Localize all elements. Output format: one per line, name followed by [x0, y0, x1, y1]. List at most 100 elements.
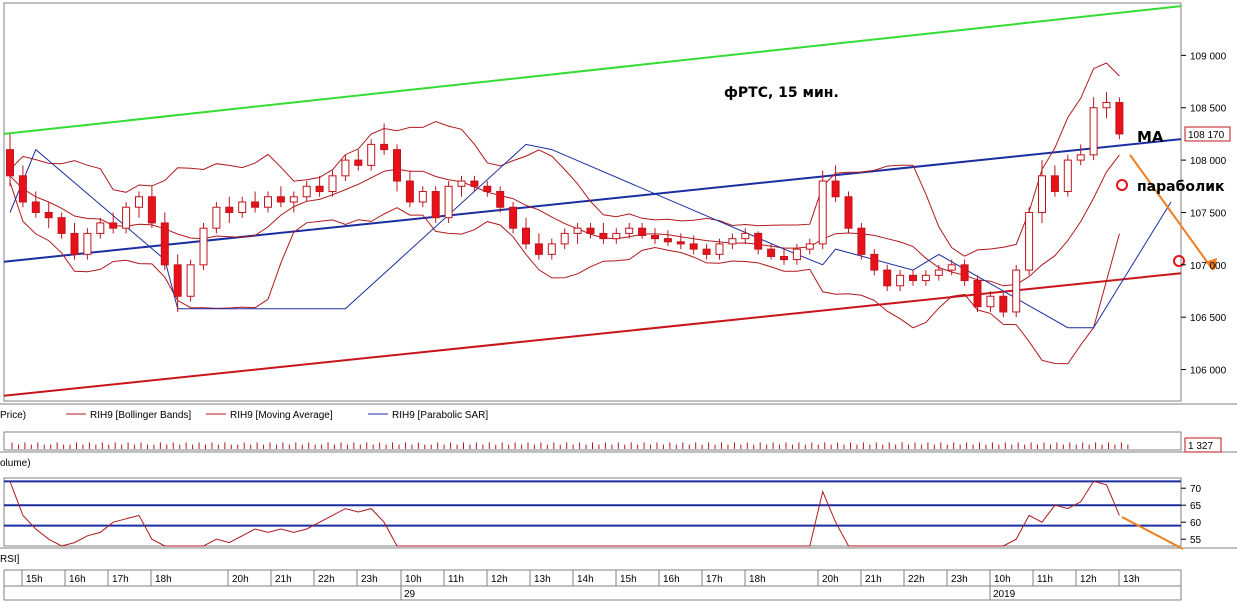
candle-bull	[715, 243, 724, 255]
candle-bear	[883, 269, 892, 287]
candle-bull	[186, 264, 195, 297]
moving-average-line	[9, 154, 1120, 287]
candle-bear	[380, 143, 389, 151]
candle-bear	[405, 180, 414, 203]
candle-bull	[1012, 269, 1021, 313]
candle-bull	[573, 227, 582, 234]
time-hour-label: 21h	[275, 574, 292, 585]
time-hour-label: 12h	[491, 574, 508, 585]
candle-bear	[663, 238, 672, 243]
candle-bear	[18, 175, 27, 203]
rsi-tick-label: 70	[1190, 484, 1202, 495]
time-hour-label: 16h	[69, 574, 86, 585]
price-tick-label: 106 500	[1190, 313, 1227, 324]
parabolic-sar-line	[9, 143, 1172, 329]
price-tick-label: 108 500	[1190, 104, 1227, 115]
candle-bear	[599, 232, 608, 240]
candle-bull	[934, 269, 943, 276]
time-hour-label: 11h	[1037, 574, 1053, 585]
candle-bear	[431, 191, 440, 219]
candle-bull	[1063, 159, 1072, 193]
date-label: 29	[404, 589, 416, 600]
candle-bull	[947, 264, 956, 271]
rsi-forecast-arrow	[1121, 516, 1184, 550]
sar-marker-circle	[1116, 179, 1128, 191]
candle-bull	[199, 227, 208, 266]
candle-bull	[560, 232, 569, 245]
time-hour-label: 18h	[749, 574, 766, 585]
candle-bear	[57, 217, 66, 234]
price-panel-frame	[3, 2, 1182, 402]
candle-bull	[741, 232, 750, 240]
candle-bear	[251, 201, 260, 208]
ma-annotation: MA	[1137, 128, 1164, 146]
rsi-line	[9, 480, 1120, 547]
candle-bull	[921, 274, 930, 282]
rsi-tick-label: 65	[1190, 501, 1202, 512]
time-hour-label: 12h	[1080, 574, 1097, 585]
candle-bull	[986, 295, 995, 308]
candle-bear	[470, 180, 479, 187]
candle-bear	[70, 232, 79, 255]
candle-bear	[393, 149, 401, 182]
time-hour-label: 17h	[706, 574, 723, 585]
candle-bull	[96, 222, 105, 234]
parabolic-annotation: параболик	[1137, 179, 1225, 195]
last-price-tag	[1184, 126, 1231, 142]
time-hour-label: 10h	[994, 574, 1011, 585]
candle-bear	[960, 264, 969, 282]
time-hour-label: 10h	[405, 574, 422, 585]
candle-bull	[457, 180, 466, 187]
price-tick-label: 108 000	[1190, 156, 1227, 167]
candle-bear	[831, 180, 840, 198]
rsi-tick-label: 55	[1190, 535, 1202, 546]
candle-bear	[767, 248, 776, 257]
candle-bear	[651, 235, 659, 240]
chart-title: фРТС, 15 мин.	[724, 85, 839, 101]
candle-bull	[896, 274, 905, 287]
candle-bull	[805, 243, 814, 250]
candle-bear	[534, 243, 543, 255]
rsi-label: RSI]	[0, 554, 20, 565]
candle-bear	[689, 243, 698, 250]
candle-bear	[31, 201, 40, 213]
candle-bull	[444, 185, 453, 219]
candle-bear	[509, 206, 518, 229]
candle-bull	[328, 175, 337, 193]
time-hour-label: 21h	[865, 574, 882, 585]
rsi-tick-label: 60	[1190, 518, 1202, 529]
date-label: 2019	[993, 589, 1016, 600]
candle-bull	[728, 238, 737, 245]
candle-bear	[870, 253, 879, 271]
candle-bull	[547, 243, 556, 255]
time-hour-label: 17h	[112, 574, 129, 585]
candle-bear	[6, 149, 14, 177]
candle-bull	[625, 227, 634, 234]
candle-bear	[844, 196, 853, 229]
candle-bear	[44, 211, 53, 219]
candle-bear	[909, 274, 917, 282]
candle-bull	[367, 143, 376, 166]
time-hour-label: 11h	[448, 574, 464, 585]
volume-label: olume)	[0, 458, 31, 469]
upper-channel-line	[3, 5, 1182, 135]
volume-value-label: 1 327	[1188, 441, 1213, 452]
candle-bull	[1025, 211, 1034, 271]
candle-bear	[1050, 175, 1059, 193]
candle-bear	[354, 159, 363, 166]
candle-bull	[418, 191, 427, 203]
candle-bull	[212, 206, 221, 229]
price-tick-label: 107 500	[1190, 208, 1227, 219]
price-tick-label: 107 000	[1190, 261, 1227, 272]
candle-bull	[238, 201, 247, 213]
candle-bull	[1089, 107, 1098, 156]
price-tick-label: 106 000	[1190, 366, 1227, 377]
candle-bull	[1038, 175, 1046, 213]
volume-value-tag	[1184, 437, 1222, 453]
time-hour-label: 14h	[577, 574, 594, 585]
legend-price: Price)	[0, 410, 26, 421]
candle-bear	[496, 191, 505, 208]
lower-channel-line	[3, 272, 1182, 397]
last-price-label: 108 170	[1188, 130, 1225, 141]
